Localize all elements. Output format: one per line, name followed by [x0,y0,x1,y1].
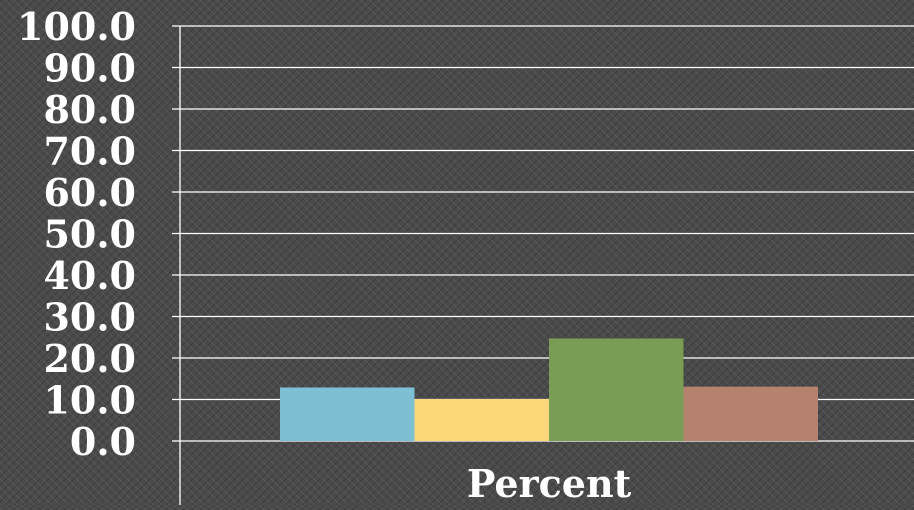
y-tick-label: 60.0 [43,170,136,215]
bars [280,338,818,441]
y-tick-label: 100.0 [17,4,136,49]
gridlines [172,25,914,442]
y-tick-label: 80.0 [43,87,136,132]
bar [683,386,818,441]
y-tick-label: 20.0 [43,336,136,381]
y-tick-label: 30.0 [43,295,136,340]
y-tick-label: 70.0 [43,129,136,174]
bar [280,387,415,441]
y-tick-label: 10.0 [43,378,136,423]
y-tick-label: 40.0 [43,253,136,298]
tick-labels: 0.010.020.030.040.050.060.070.080.090.01… [17,4,632,506]
bar [414,399,549,441]
x-category-label: Percent [467,461,632,505]
y-tick-label: 50.0 [43,212,136,257]
bar [549,338,684,441]
y-tick-label: 0.0 [70,419,136,464]
y-tick-label: 90.0 [43,46,136,91]
